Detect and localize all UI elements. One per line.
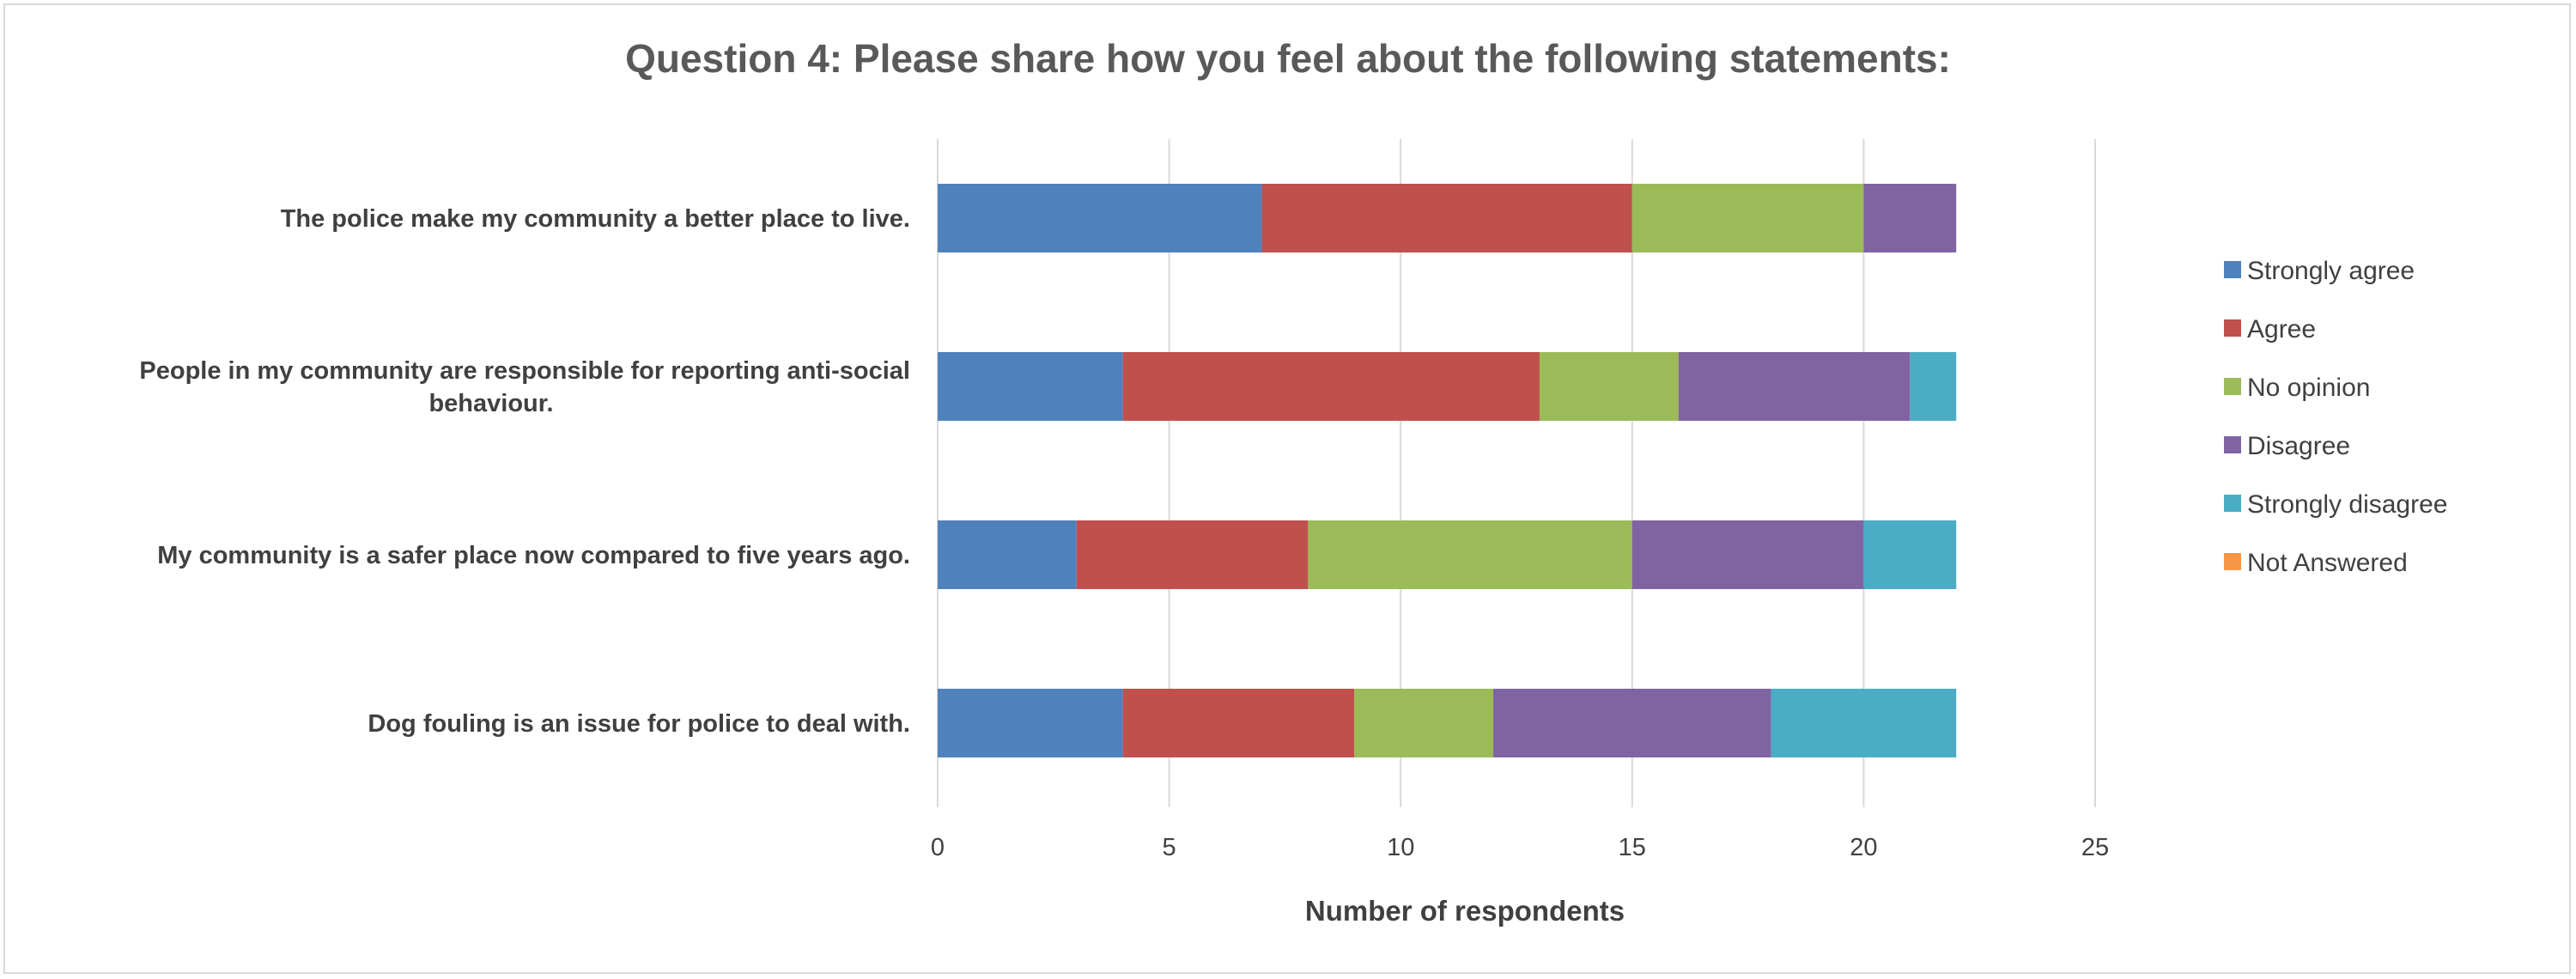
x-tick-20: 20 [1850,834,1877,861]
bar-strongly-agree-1 [938,184,1262,252]
bar-strongly-disagree-3 [1863,520,1957,589]
legend-swatch-strongly-disagree [2224,495,2241,512]
chart-frame [3,3,2571,974]
x-tick-labels: 0 5 10 15 20 25 [931,834,2109,861]
legend-label-strongly-disagree: Strongly disagree [2247,490,2447,519]
legend-label-no-opinion: No opinion [2247,374,2370,402]
legend-label-agree: Agree [2247,315,2316,344]
bar-strongly-agree-2 [938,352,1123,421]
legend-label-not-answered: Not Answered [2247,549,2408,577]
x-tick-15: 15 [1619,834,1646,861]
bar-no-opinion-3 [1308,520,1632,589]
legend-swatch-strongly-agree [2224,261,2241,278]
x-axis-title: Number of respondents [1305,895,1625,927]
bar-strongly-agree-3 [938,520,1077,589]
category-label-2-line-2: behaviour. [428,390,553,417]
category-label-1: The police make my community a better pl… [281,205,910,233]
bar-agree-4 [1122,689,1355,757]
bar-no-opinion-2 [1539,352,1679,421]
bar-disagree-2 [1678,352,1911,421]
x-tick-25: 25 [2081,834,2109,861]
x-tick-5: 5 [1163,834,1176,861]
legend: Strongly agree Agree No opinion Disagree Str… [2224,257,2447,577]
bar-no-opinion-4 [1354,689,1494,757]
category-label-2-line-1: People in my community are responsible f… [139,357,910,385]
bar-strongly-agree-4 [938,689,1123,757]
bar-disagree-3 [1631,520,1864,589]
x-tick-10: 10 [1387,834,1414,861]
legend-label-disagree: Disagree [2247,432,2350,460]
bar-agree-1 [1261,184,1632,252]
legend-label-strongly-agree: Strongly agree [2247,257,2415,285]
category-label-4: Dog fouling is an issue for police to de… [368,710,910,738]
chart-title: Question 4: Please share how you feel ab… [625,36,1951,81]
bar-no-opinion-1 [1631,184,1864,252]
category-labels: The police make my community a better pl… [139,205,910,738]
bar-disagree-4 [1493,689,1771,757]
legend-swatch-disagree [2224,436,2241,453]
legend-swatch-agree [2224,319,2241,337]
bar-disagree-1 [1863,184,1957,252]
legend-swatch-not-answered [2224,553,2241,570]
bar-agree-3 [1076,520,1309,589]
bar-strongly-disagree-4 [1771,689,1957,757]
legend-swatch-no-opinion [2224,378,2241,395]
bar-strongly-disagree-2 [1910,352,1957,421]
bars [938,184,1957,757]
category-label-3: My community is a safer place now compar… [157,542,910,569]
bar-agree-2 [1122,352,1540,421]
x-tick-0: 0 [931,834,945,861]
